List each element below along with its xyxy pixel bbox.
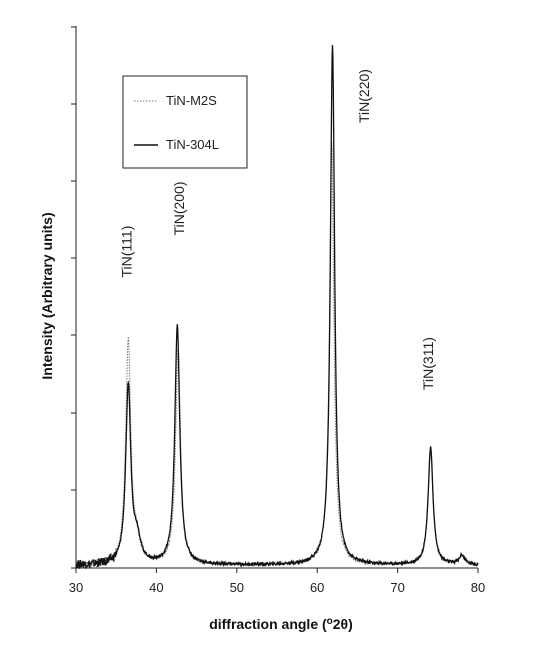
x-tick-label: 40 (149, 580, 163, 595)
y-ticks (71, 26, 76, 569)
x-axis-title-prefix: diffraction angle ( (209, 616, 327, 632)
peak-label: TiN(220) (356, 69, 372, 123)
x-tick-label: 30 (69, 580, 83, 595)
x-axis-title: diffraction angle (o2θ) (209, 616, 353, 632)
peak-label: TiN(311) (420, 337, 436, 390)
x-tick-label: 50 (230, 580, 244, 595)
legend-box (122, 75, 248, 169)
legend-label-tin-m2s: TiN-M2S (166, 93, 217, 108)
plot-area (75, 26, 478, 569)
x-tick-label: 80 (471, 580, 485, 595)
y-axis-title: Intensity (Arbitrary units) (39, 212, 55, 379)
peak-labels: TiN(111) TiN(200) TiN(220) TiN(311) (119, 69, 437, 390)
series-layer (75, 44, 479, 570)
peak-label: TiN(200) (171, 181, 187, 235)
x-axis-title-suffix: 2θ) (333, 616, 353, 632)
x-tick-label: 60 (310, 580, 324, 595)
x-ticks: 30 40 50 60 70 80 (69, 568, 485, 595)
peak-label: TiN(111) (119, 226, 135, 278)
legend: TiN-M2S TiN-304L (122, 75, 248, 169)
series-line-tin-m2s (75, 142, 479, 569)
series-line-tin-304l (75, 44, 479, 570)
x-axis-title-degree: o (327, 616, 333, 627)
legend-label-tin-304l: TiN-304L (166, 137, 219, 152)
x-tick-label: 70 (390, 580, 404, 595)
